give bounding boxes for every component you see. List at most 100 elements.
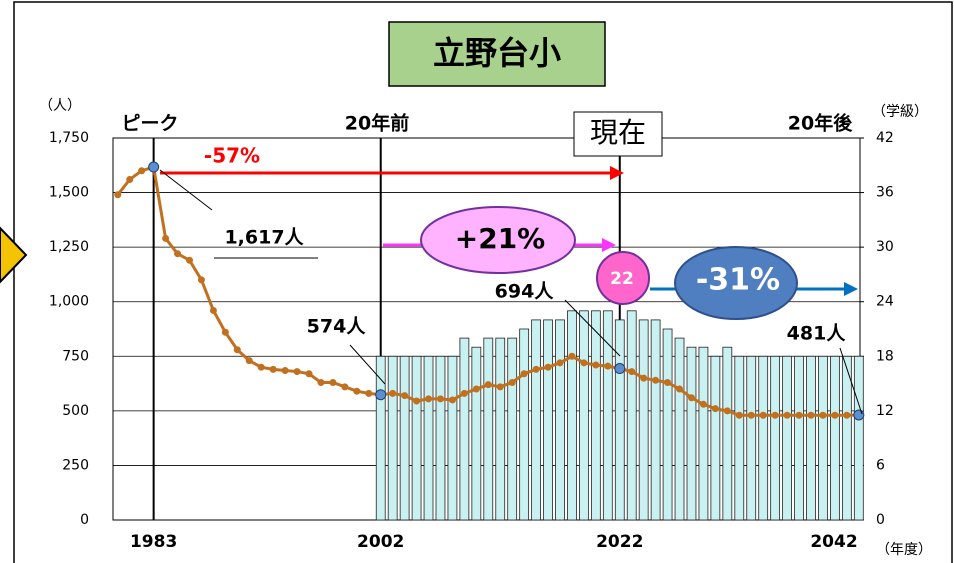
y2-axis-label: （学級）: [872, 104, 928, 120]
y-tick-label: 0: [80, 512, 89, 528]
bar: [746, 355, 757, 521]
point: [197, 276, 205, 284]
bar: [710, 355, 721, 521]
bar: [638, 319, 649, 521]
bar: [602, 310, 613, 521]
point: [747, 411, 755, 419]
point: [305, 370, 313, 378]
point: [484, 381, 492, 389]
x-tick-label: 1983: [130, 532, 177, 552]
point: [293, 368, 301, 376]
bar: [519, 328, 530, 521]
point: [233, 346, 241, 354]
arrow-head: [602, 238, 616, 252]
y-axis-label: （人）: [39, 98, 81, 114]
point: [687, 394, 695, 402]
y2-tick-label: 0: [876, 512, 885, 528]
point: [221, 328, 229, 336]
annotation: 22: [610, 269, 634, 289]
point: [628, 368, 636, 376]
point: [508, 378, 516, 386]
bar: [567, 310, 577, 521]
point: [843, 411, 851, 419]
chart-title: 立野台小: [433, 34, 561, 72]
point: [257, 363, 265, 371]
y2-tick-label: 30: [876, 239, 894, 255]
arrow-head: [844, 282, 858, 296]
point: [448, 396, 456, 404]
point: [807, 411, 815, 419]
point: [317, 378, 325, 386]
point: [365, 389, 373, 397]
title-box: [388, 21, 606, 87]
point: [185, 256, 193, 264]
annotation: 20年後: [788, 112, 853, 135]
point: [556, 359, 564, 367]
bar: [698, 346, 709, 521]
badge: [674, 246, 798, 320]
bar: [471, 346, 482, 521]
point: [436, 395, 444, 403]
bar: [758, 355, 769, 521]
bar: [483, 337, 494, 521]
badge: [420, 206, 576, 274]
annotation: +21%: [455, 222, 545, 255]
bar: [650, 319, 661, 521]
y-tick-label: 500: [62, 403, 89, 419]
leader-line: [159, 169, 213, 211]
annotation: 574人: [307, 316, 367, 338]
bar: [830, 355, 840, 521]
annotation: ピーク: [121, 113, 178, 135]
bar: [447, 355, 458, 521]
y-tick-label: 750: [62, 348, 89, 364]
bar: [818, 355, 828, 521]
annotation: -57%: [204, 144, 260, 168]
point: [771, 411, 779, 419]
bar: [507, 337, 518, 521]
bar: [853, 355, 864, 521]
point: [520, 370, 528, 378]
annotation: 20年前: [345, 112, 409, 135]
point: [783, 411, 791, 419]
bar: [423, 355, 434, 521]
bar: [614, 319, 625, 521]
point: [676, 385, 684, 393]
y2-tick-label: 18: [876, 348, 894, 364]
bar: [806, 355, 816, 521]
highlight-point: [614, 363, 626, 375]
bar: [662, 328, 673, 521]
point: [699, 400, 707, 408]
y2-tick-label: 24: [876, 294, 894, 310]
highlight-point: [148, 161, 160, 173]
y2-tick-label: 36: [876, 185, 894, 201]
point: [472, 385, 480, 393]
bar: [375, 355, 386, 521]
point: [341, 383, 349, 391]
bar: [411, 355, 422, 521]
annotation: 694人: [495, 281, 555, 303]
label-box: [573, 111, 663, 157]
point: [795, 411, 803, 419]
point: [353, 387, 361, 395]
point: [162, 234, 170, 242]
bar: [782, 355, 792, 521]
point: [174, 250, 182, 258]
bar: [770, 355, 781, 521]
annotation: 現在: [590, 116, 646, 149]
annotation: 1,617人: [224, 227, 304, 249]
y-tick-label: 1,500: [49, 185, 89, 201]
x-tick-label: 2022: [596, 532, 643, 552]
point: [640, 374, 648, 382]
point: [664, 378, 672, 386]
point: [831, 411, 839, 419]
bar: [674, 337, 685, 521]
point: [138, 167, 146, 175]
point: [568, 352, 576, 360]
point: [413, 397, 421, 405]
point: [460, 389, 468, 397]
leader-line: [839, 347, 863, 415]
bar: [734, 355, 745, 521]
bar: [794, 355, 804, 521]
point: [329, 378, 337, 386]
bar: [722, 346, 733, 521]
